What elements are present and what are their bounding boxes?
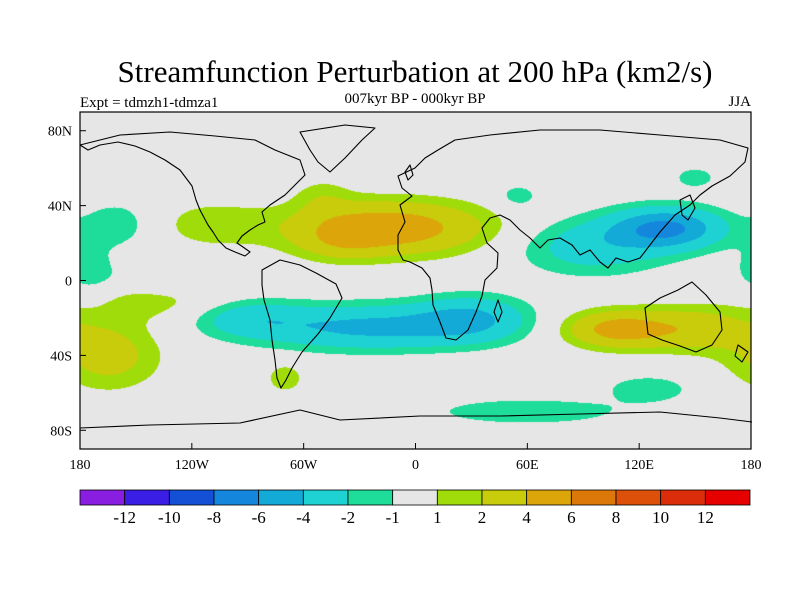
y-axis: 80N 40N 0 40S 80S — [48, 125, 86, 439]
left-label: Expt = tdmzh1-tdmza1 — [80, 95, 218, 111]
x-tick-label: 180 — [741, 458, 762, 473]
colorbar-label: -10 — [158, 508, 181, 527]
colorbar-swatch — [124, 489, 170, 506]
colorbar-label: 8 — [612, 508, 621, 527]
colorbar: -12 -10 -8 -6 -4 -2 -1 1 2 4 6 8 10 12 — [79, 489, 751, 527]
x-tick-label: 120W — [175, 458, 210, 473]
x-tick-label: 180 — [70, 458, 91, 473]
x-tick-label: 60E — [516, 458, 539, 473]
x-tick-label: 60W — [290, 458, 318, 473]
x-axis: 180 120W 60W 0 60E 120E 180 — [70, 443, 762, 473]
season-label: JJA — [728, 94, 751, 110]
colorbar-label: -6 — [252, 508, 266, 527]
y-tick-label: 40S — [50, 349, 72, 364]
y-tick-label: 0 — [65, 275, 72, 290]
colorbar-label: -12 — [113, 508, 136, 527]
coast-uk — [404, 164, 414, 181]
colorbar-swatch — [660, 489, 706, 506]
coast-greenland — [299, 124, 376, 173]
colorbar-swatch — [347, 489, 394, 506]
colorbar-label: -2 — [341, 508, 355, 527]
x-tick-label: 120E — [624, 458, 654, 473]
colorbar-swatch — [302, 489, 349, 506]
x-tick-label: 0 — [412, 458, 419, 473]
chart-title: Streamfunction Perturbation at 200 hPa (… — [118, 54, 713, 89]
colorbar-label: -1 — [386, 508, 400, 527]
colorbar-label: 10 — [652, 508, 669, 527]
colorbar-swatch — [570, 489, 617, 506]
colorbar-swatch — [79, 489, 126, 506]
coast-australia — [644, 281, 723, 353]
colorbar-swatch — [615, 489, 662, 506]
coast-japan — [679, 194, 696, 221]
y-tick-label: 80S — [50, 424, 72, 439]
streamfunction-field — [80, 112, 751, 449]
colorbar-swatch — [258, 489, 304, 506]
plot-area: 180 120W 60W 0 60E 120E 180 80N 40N 0 40S 80S — [48, 111, 762, 473]
coastlines — [79, 124, 753, 429]
y-tick-label: 80N — [48, 125, 72, 140]
colorbar-label: 12 — [697, 508, 714, 527]
colorbar-label: 4 — [522, 508, 531, 527]
colorbar-label: 6 — [567, 508, 576, 527]
coast-madagascar — [493, 299, 503, 323]
coast-new-zealand — [734, 344, 749, 363]
colorbar-swatch — [392, 489, 438, 506]
coast-south-america — [261, 259, 343, 389]
coast-north-america — [79, 131, 306, 257]
colorbar-label: -8 — [207, 508, 221, 527]
colorbar-swatch — [481, 489, 528, 506]
coast-eurasia-africa — [397, 129, 749, 341]
colorbar-swatch — [168, 489, 215, 506]
colorbar-swatch — [704, 489, 751, 506]
colorbar-swatch — [213, 489, 260, 506]
colorbar-label: -4 — [296, 508, 311, 527]
coast-antarctica — [79, 409, 753, 429]
colorbar-label: 2 — [478, 508, 487, 527]
center-label: 007kyr BP - 000kyr BP — [344, 91, 485, 107]
colorbar-swatch — [526, 489, 572, 506]
colorbar-swatch — [436, 489, 483, 506]
colorbar-label: 1 — [433, 508, 442, 527]
y-tick-label: 40N — [48, 200, 72, 215]
